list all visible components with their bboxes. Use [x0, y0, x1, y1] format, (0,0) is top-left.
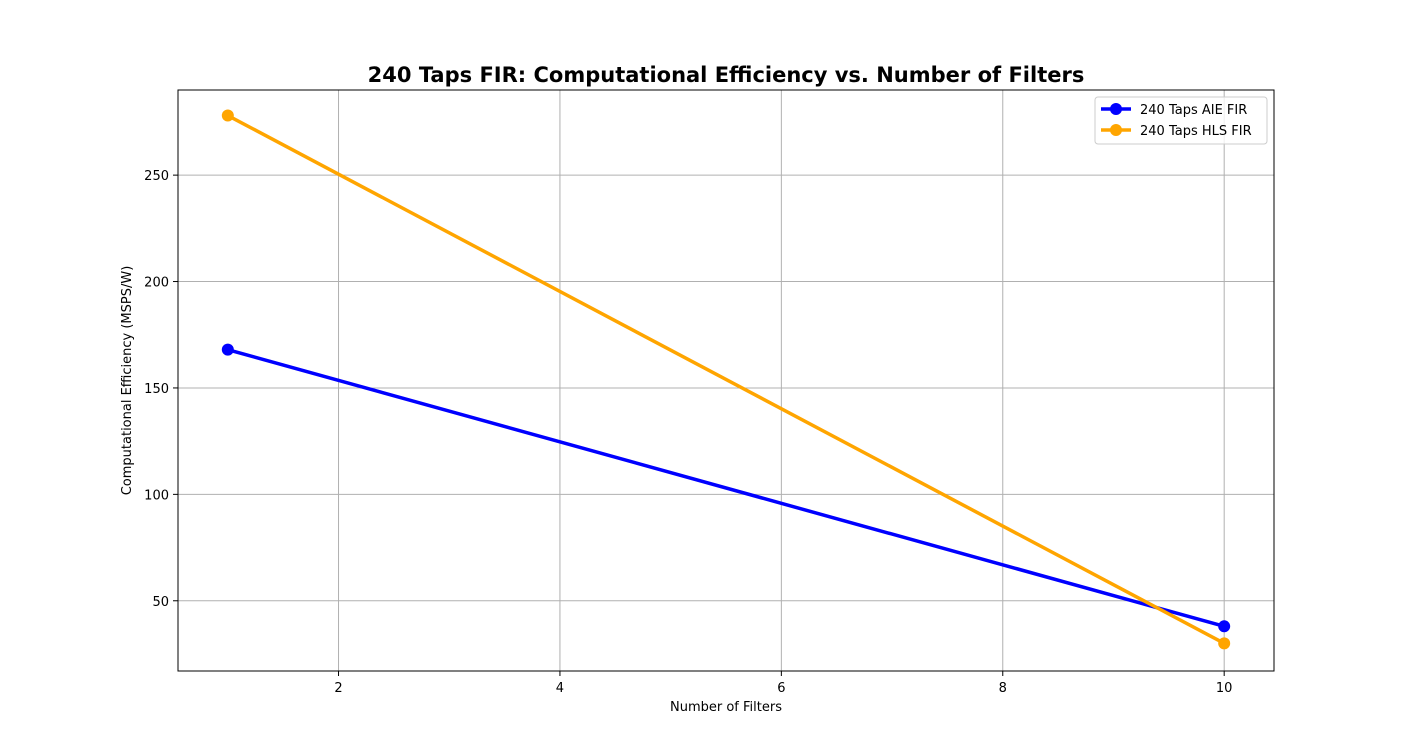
x-tick-label: 6: [777, 681, 785, 696]
series-layer: [221, 109, 1231, 650]
legend-item: 240 Taps HLS FIR: [1101, 124, 1252, 139]
data-point: [1218, 620, 1231, 633]
y-tick-label: 200: [144, 276, 169, 291]
x-tick-label: 4: [556, 681, 564, 696]
legend-item: 240 Taps AIE FIR: [1101, 103, 1247, 118]
y-axis-label: Computational Efficiency (MSPS/W): [120, 266, 135, 496]
chart-title: 240 Taps FIR: Computational Efficiency v…: [368, 63, 1085, 87]
legend: 240 Taps AIE FIR 240 Taps HLS FIR: [1094, 96, 1268, 145]
series-1: [221, 343, 1231, 633]
plot-area-frame: [177, 89, 1275, 672]
series-2: [221, 109, 1231, 650]
legend-label: 240 Taps AIE FIR: [1140, 103, 1247, 118]
legend-label: 240 Taps HLS FIR: [1140, 124, 1252, 139]
legend-marker: [1110, 103, 1122, 115]
tick-layer: 2 4 6 8 10 50 100 150 200 250: [144, 169, 1232, 696]
data-point: [1218, 637, 1231, 650]
y-tick-label: 100: [144, 488, 169, 503]
x-axis-label: Number of Filters: [670, 700, 782, 715]
data-point: [221, 109, 234, 122]
y-tick-label: 150: [144, 382, 169, 397]
x-tick-label: 8: [999, 681, 1007, 696]
data-point: [221, 343, 234, 356]
x-tick-label: 10: [1216, 681, 1233, 696]
legend-marker: [1110, 124, 1122, 136]
grid-layer: [178, 90, 1274, 671]
series-line: [226, 113, 1226, 645]
x-tick-label: 2: [334, 681, 342, 696]
series-line: [227, 347, 1225, 628]
y-tick-label: 250: [144, 169, 169, 184]
legend-box: [1094, 96, 1268, 145]
y-tick-label: 50: [152, 595, 169, 610]
